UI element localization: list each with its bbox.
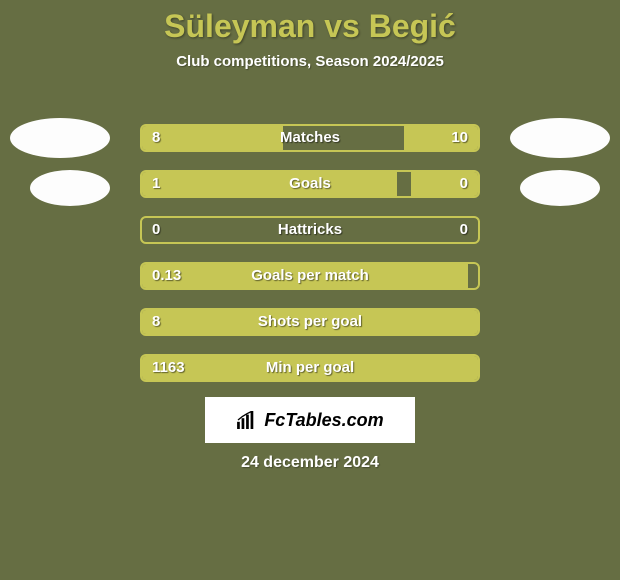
generation-date: 24 december 2024 — [0, 454, 620, 472]
bar-goals: 1 Goals 0 — [140, 170, 480, 198]
bar-label: Goals per match — [142, 267, 478, 284]
bar-label: Hattricks — [142, 221, 478, 238]
comparison-subtitle: Club competitions, Season 2024/2025 — [0, 53, 620, 70]
bar-value-right: 10 — [451, 129, 468, 146]
player1-avatar-placeholder — [10, 118, 110, 158]
bar-label: Matches — [142, 129, 478, 146]
bar-label: Shots per goal — [142, 313, 478, 330]
player2-club-placeholder — [520, 170, 600, 206]
comparison-title: Süleyman vs Begić — [0, 0, 620, 45]
bar-label: Min per goal — [142, 359, 478, 376]
comparison-bars: 8 Matches 10 1 Goals 0 0 Hattricks 0 0.1… — [140, 124, 480, 400]
bar-value-right: 0 — [460, 175, 468, 192]
site-logo-text: FcTables.com — [264, 410, 383, 431]
chart-icon — [236, 411, 258, 429]
bar-matches: 8 Matches 10 — [140, 124, 480, 152]
bar-value-right: 0 — [460, 221, 468, 238]
site-logo: FcTables.com — [205, 397, 415, 443]
player2-avatar-placeholder — [510, 118, 610, 158]
bar-hattricks: 0 Hattricks 0 — [140, 216, 480, 244]
bar-goals-per-match: 0.13 Goals per match — [140, 262, 480, 290]
player1-club-placeholder — [30, 170, 110, 206]
bar-min-per-goal: 1163 Min per goal — [140, 354, 480, 382]
bar-shots-per-goal: 8 Shots per goal — [140, 308, 480, 336]
bar-label: Goals — [142, 175, 478, 192]
